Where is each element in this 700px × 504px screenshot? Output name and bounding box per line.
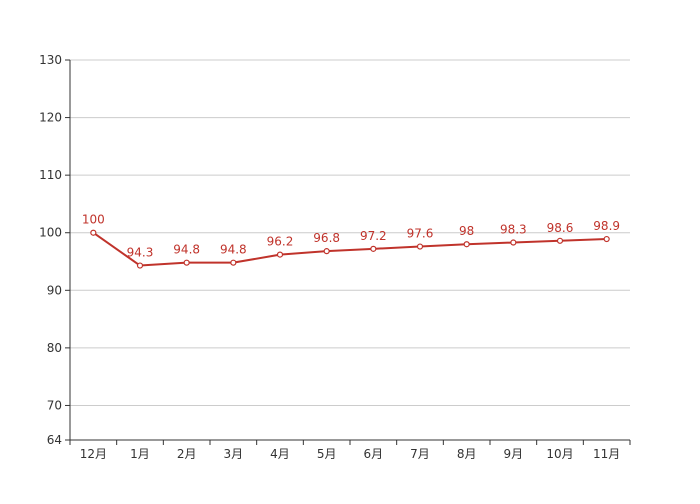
- data-label: 94.8: [173, 243, 200, 257]
- series-line: [92, 231, 607, 267]
- x-tick-label: 12月: [80, 447, 107, 461]
- data-point: [370, 245, 377, 252]
- x-tick-label: 9月: [504, 447, 524, 461]
- y-tick-label: 80: [47, 341, 62, 355]
- data-label: 96.8: [313, 231, 340, 245]
- data-point: [510, 239, 517, 246]
- data-point: [230, 259, 237, 266]
- x-tick-label: 6月: [364, 447, 384, 461]
- x-tick-label: 3月: [224, 447, 244, 461]
- y-tick-label: 64: [47, 433, 62, 447]
- data-point: [603, 235, 610, 243]
- x-tick-label: 11月: [593, 447, 620, 461]
- data-label: 94.8: [220, 243, 247, 257]
- x-tick-label: 2月: [177, 447, 197, 461]
- data-label: 94.3: [127, 246, 154, 260]
- x-tick-label: 5月: [317, 447, 337, 461]
- data-label: 98.9: [593, 219, 620, 233]
- data-point: [416, 243, 424, 250]
- data-point: [463, 241, 470, 248]
- x-tick-label: 7月: [410, 447, 430, 461]
- data-label: 98.3: [500, 223, 527, 237]
- data-point: [90, 229, 97, 236]
- data-label: 96.2: [267, 235, 294, 249]
- x-tick-label: 8月: [457, 447, 477, 461]
- data-point: [323, 248, 330, 255]
- x-tick-label: 1月: [130, 447, 150, 461]
- x-tick-label: 4月: [270, 447, 290, 461]
- axes: 64 70 80 90 100 110 120 130 12月 1月 2月 3月 4月 5月 6月 7月 8月 9…: [39, 53, 631, 461]
- data-label: 100: [82, 213, 105, 227]
- data-labels: 100 94.3 94.8 94.8 96.2 96.8 97.2 97.6 98 98.3 98.…: [82, 213, 620, 260]
- grid-lines: [70, 59, 630, 406]
- x-tick-label: 10月: [546, 447, 573, 461]
- data-label: 97.6: [407, 227, 434, 241]
- data-point: [183, 259, 190, 266]
- data-label: 98: [459, 224, 474, 238]
- data-label: 97.2: [360, 229, 387, 243]
- y-tick-label: 90: [47, 283, 62, 297]
- y-tick-label: 130: [39, 53, 62, 67]
- data-point: [136, 262, 144, 269]
- y-tick-label: 70: [47, 398, 62, 412]
- y-tick-label: 100: [39, 226, 62, 240]
- data-point: [276, 251, 284, 258]
- data-point: [556, 237, 564, 244]
- y-tick-label: 110: [39, 168, 62, 182]
- series-layer: [90, 229, 610, 269]
- y-tick-label: 120: [39, 111, 62, 125]
- data-label: 98.6: [547, 221, 574, 235]
